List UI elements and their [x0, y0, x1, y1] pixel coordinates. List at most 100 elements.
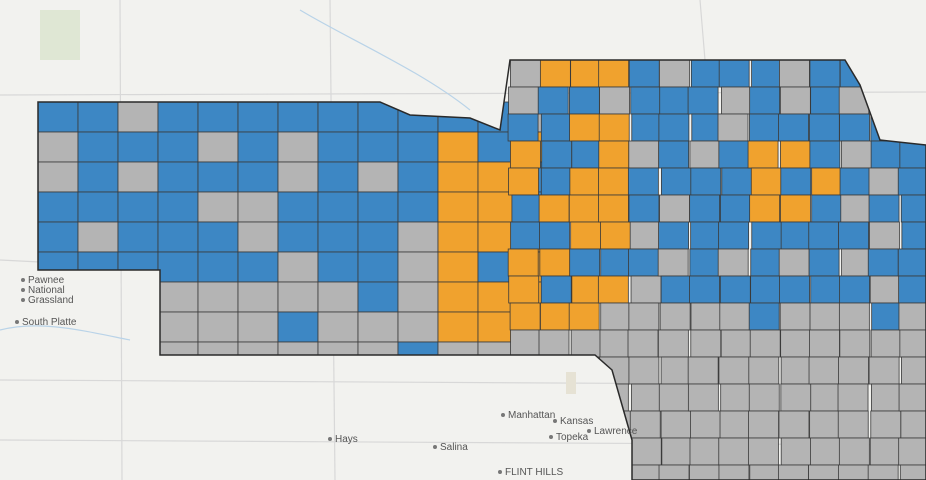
county [539, 248, 571, 277]
county [900, 410, 926, 439]
county [749, 464, 781, 480]
county [658, 221, 689, 250]
county [838, 437, 870, 466]
county [751, 60, 782, 88]
county [689, 248, 721, 277]
county [750, 248, 782, 277]
county [197, 311, 239, 343]
county [157, 131, 199, 163]
county [437, 131, 479, 163]
county [778, 410, 810, 439]
county [721, 86, 752, 115]
county [747, 437, 779, 466]
county-layer [38, 60, 926, 480]
county [357, 311, 399, 343]
county [628, 302, 660, 331]
county [397, 281, 439, 313]
county [659, 302, 691, 331]
county [690, 221, 722, 250]
county [660, 356, 692, 385]
place-label: Lawrence [594, 426, 638, 437]
county [720, 383, 752, 412]
county [397, 131, 439, 163]
place-label: Salina [440, 442, 468, 453]
county [658, 383, 690, 412]
county [901, 221, 926, 250]
county [357, 221, 399, 253]
county [538, 329, 570, 358]
county [397, 191, 439, 223]
county [689, 140, 721, 169]
county [870, 410, 902, 439]
place-dot [328, 437, 332, 441]
county [197, 161, 239, 193]
county [809, 410, 841, 439]
county [437, 191, 479, 223]
county [540, 275, 572, 304]
county [570, 329, 602, 358]
county [838, 221, 869, 250]
county [511, 194, 543, 223]
county [510, 140, 541, 169]
county [508, 275, 540, 304]
place-label: Grassland [28, 295, 74, 306]
county [809, 302, 841, 331]
county [437, 251, 479, 283]
county [507, 248, 539, 277]
county [867, 248, 899, 277]
county [721, 167, 753, 196]
county [357, 191, 399, 223]
county [719, 410, 751, 439]
county [718, 140, 750, 169]
county [317, 191, 359, 223]
county [357, 161, 399, 193]
county [510, 329, 541, 358]
county [437, 281, 479, 313]
place-dot [15, 320, 19, 324]
county [690, 302, 722, 331]
county [747, 140, 779, 169]
county [718, 221, 750, 250]
county [397, 221, 439, 253]
county [630, 437, 662, 466]
county [237, 191, 279, 223]
county [749, 329, 781, 358]
county [658, 113, 690, 142]
county [808, 221, 840, 250]
county [197, 101, 239, 133]
county [870, 329, 902, 358]
county [661, 437, 693, 466]
county [117, 131, 159, 163]
county [630, 86, 662, 115]
county [357, 281, 399, 313]
county [810, 437, 841, 466]
county [628, 194, 660, 223]
county [631, 383, 662, 412]
county [568, 194, 600, 223]
county [277, 161, 319, 193]
county [778, 248, 810, 277]
county [869, 221, 900, 250]
county [510, 60, 541, 88]
county [780, 140, 811, 169]
county [397, 251, 439, 283]
county [870, 140, 902, 169]
county [841, 248, 872, 277]
county [748, 356, 780, 385]
county [568, 86, 600, 115]
county [690, 329, 722, 358]
region-outline [37, 59, 926, 480]
county [898, 275, 926, 304]
county [660, 275, 692, 304]
county [540, 302, 571, 331]
county [599, 86, 630, 115]
county [899, 464, 926, 480]
county [687, 86, 719, 115]
county [157, 311, 199, 343]
county [718, 464, 750, 480]
county [197, 131, 239, 163]
county [690, 410, 721, 439]
county [509, 302, 541, 331]
county [277, 131, 319, 163]
